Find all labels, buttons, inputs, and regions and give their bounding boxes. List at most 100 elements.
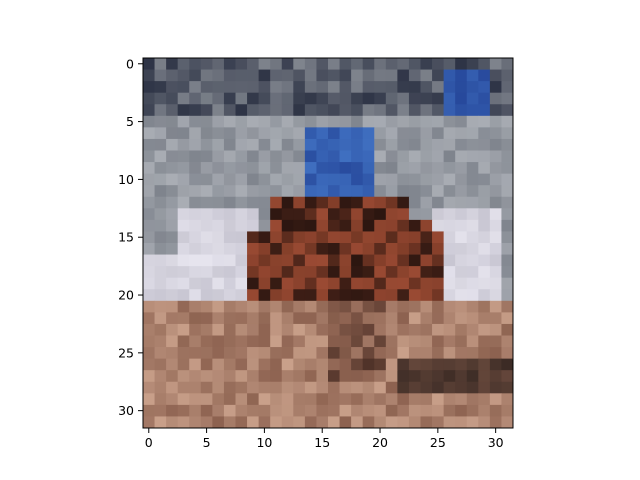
image-pixel bbox=[316, 58, 329, 70]
image-pixel bbox=[293, 81, 306, 94]
image-pixel bbox=[339, 277, 352, 290]
image-pixel bbox=[432, 289, 445, 302]
image-pixel bbox=[189, 277, 202, 290]
image-pixel bbox=[478, 162, 491, 175]
image-pixel bbox=[200, 358, 213, 371]
image-pixel bbox=[281, 300, 294, 313]
image-pixel bbox=[281, 335, 294, 348]
image-pixel bbox=[466, 312, 479, 325]
image-pixel bbox=[339, 254, 352, 267]
image-pixel bbox=[270, 138, 283, 151]
image-pixel bbox=[501, 300, 514, 313]
image-pixel bbox=[432, 208, 445, 221]
image-pixel bbox=[316, 219, 329, 232]
image-pixel bbox=[478, 335, 491, 348]
image-pixel bbox=[455, 312, 468, 325]
image-pixel bbox=[478, 404, 491, 417]
image-pixel bbox=[177, 104, 190, 117]
image-pixel bbox=[212, 300, 225, 313]
image-pixel bbox=[501, 370, 514, 383]
image-pixel bbox=[501, 347, 514, 360]
image-pixel bbox=[270, 347, 283, 360]
image-pixel bbox=[270, 115, 283, 128]
image-pixel bbox=[420, 173, 433, 186]
image-pixel bbox=[420, 115, 433, 128]
image-pixel bbox=[443, 58, 456, 70]
image-pixel bbox=[374, 393, 387, 406]
image-pixel bbox=[385, 127, 398, 140]
image-pixel bbox=[385, 277, 398, 290]
image-pixel bbox=[478, 185, 491, 198]
image-pixel bbox=[247, 335, 260, 348]
image-pixel bbox=[478, 231, 491, 244]
image-pixel bbox=[316, 404, 329, 417]
image-pixel bbox=[189, 81, 202, 94]
image-pixel bbox=[408, 347, 421, 360]
image-pixel bbox=[200, 254, 213, 267]
image-pixel bbox=[316, 115, 329, 128]
image-pixel bbox=[247, 404, 260, 417]
image-pixel bbox=[328, 173, 340, 186]
image-pixel bbox=[385, 231, 398, 244]
image-pixel bbox=[247, 81, 260, 94]
image-pixel bbox=[466, 370, 479, 383]
image-pixel bbox=[455, 231, 468, 244]
image-pixel bbox=[351, 323, 364, 336]
image-pixel bbox=[143, 300, 155, 313]
image-pixel bbox=[420, 393, 433, 406]
x-axis: 0 5 10 15 20 25 30 bbox=[145, 428, 504, 450]
image-pixel bbox=[247, 196, 260, 209]
image-pixel bbox=[455, 404, 468, 417]
image-pixel bbox=[235, 219, 248, 232]
image-pixel bbox=[293, 231, 306, 244]
image-pixel bbox=[362, 92, 375, 105]
image-pixel bbox=[362, 347, 375, 360]
image-pixel bbox=[281, 416, 294, 429]
image-pixel bbox=[200, 92, 213, 105]
image-pixel bbox=[362, 266, 375, 279]
image-pixel bbox=[408, 254, 421, 267]
image-pixel bbox=[339, 196, 352, 209]
image-pixel bbox=[432, 138, 445, 151]
image-pixel bbox=[397, 335, 410, 348]
image-pixel bbox=[258, 162, 271, 175]
image-pixel bbox=[420, 138, 433, 151]
image-pixel bbox=[408, 266, 421, 279]
image-pixel bbox=[270, 300, 283, 313]
image-pixel bbox=[328, 370, 340, 383]
image-pixel bbox=[478, 416, 491, 429]
image-pixel bbox=[189, 173, 202, 186]
image-pixel bbox=[200, 104, 213, 117]
image-pixel bbox=[362, 58, 375, 70]
image-pixel bbox=[316, 185, 329, 198]
image-pixel bbox=[328, 300, 340, 313]
image-pixel bbox=[328, 266, 340, 279]
image-pixel bbox=[316, 312, 329, 325]
image-pixel bbox=[258, 404, 271, 417]
image-pixel bbox=[281, 115, 294, 128]
image-pixel bbox=[455, 381, 468, 394]
image-pixel bbox=[466, 393, 479, 406]
image-pixel bbox=[408, 185, 421, 198]
image-pixel bbox=[501, 92, 514, 105]
image-pixel bbox=[270, 370, 283, 383]
image-pixel bbox=[304, 416, 317, 429]
image-pixel bbox=[385, 185, 398, 198]
image-pixel bbox=[223, 196, 236, 209]
image-pixel bbox=[374, 347, 387, 360]
image-pixel bbox=[408, 289, 421, 302]
image-pixel bbox=[247, 104, 260, 117]
image-pixel bbox=[177, 196, 190, 209]
image-pixel bbox=[478, 196, 491, 209]
image-pixel bbox=[489, 138, 502, 151]
image-pixel bbox=[397, 185, 410, 198]
image-pixel bbox=[489, 173, 502, 186]
image-pixel bbox=[374, 312, 387, 325]
image-pixel bbox=[362, 185, 375, 198]
image-pixel bbox=[304, 81, 317, 94]
image-pixel bbox=[362, 300, 375, 313]
image-pixel bbox=[501, 162, 514, 175]
image-pixel bbox=[339, 58, 352, 70]
image-pixel bbox=[247, 69, 260, 82]
image-pixel bbox=[143, 69, 155, 82]
